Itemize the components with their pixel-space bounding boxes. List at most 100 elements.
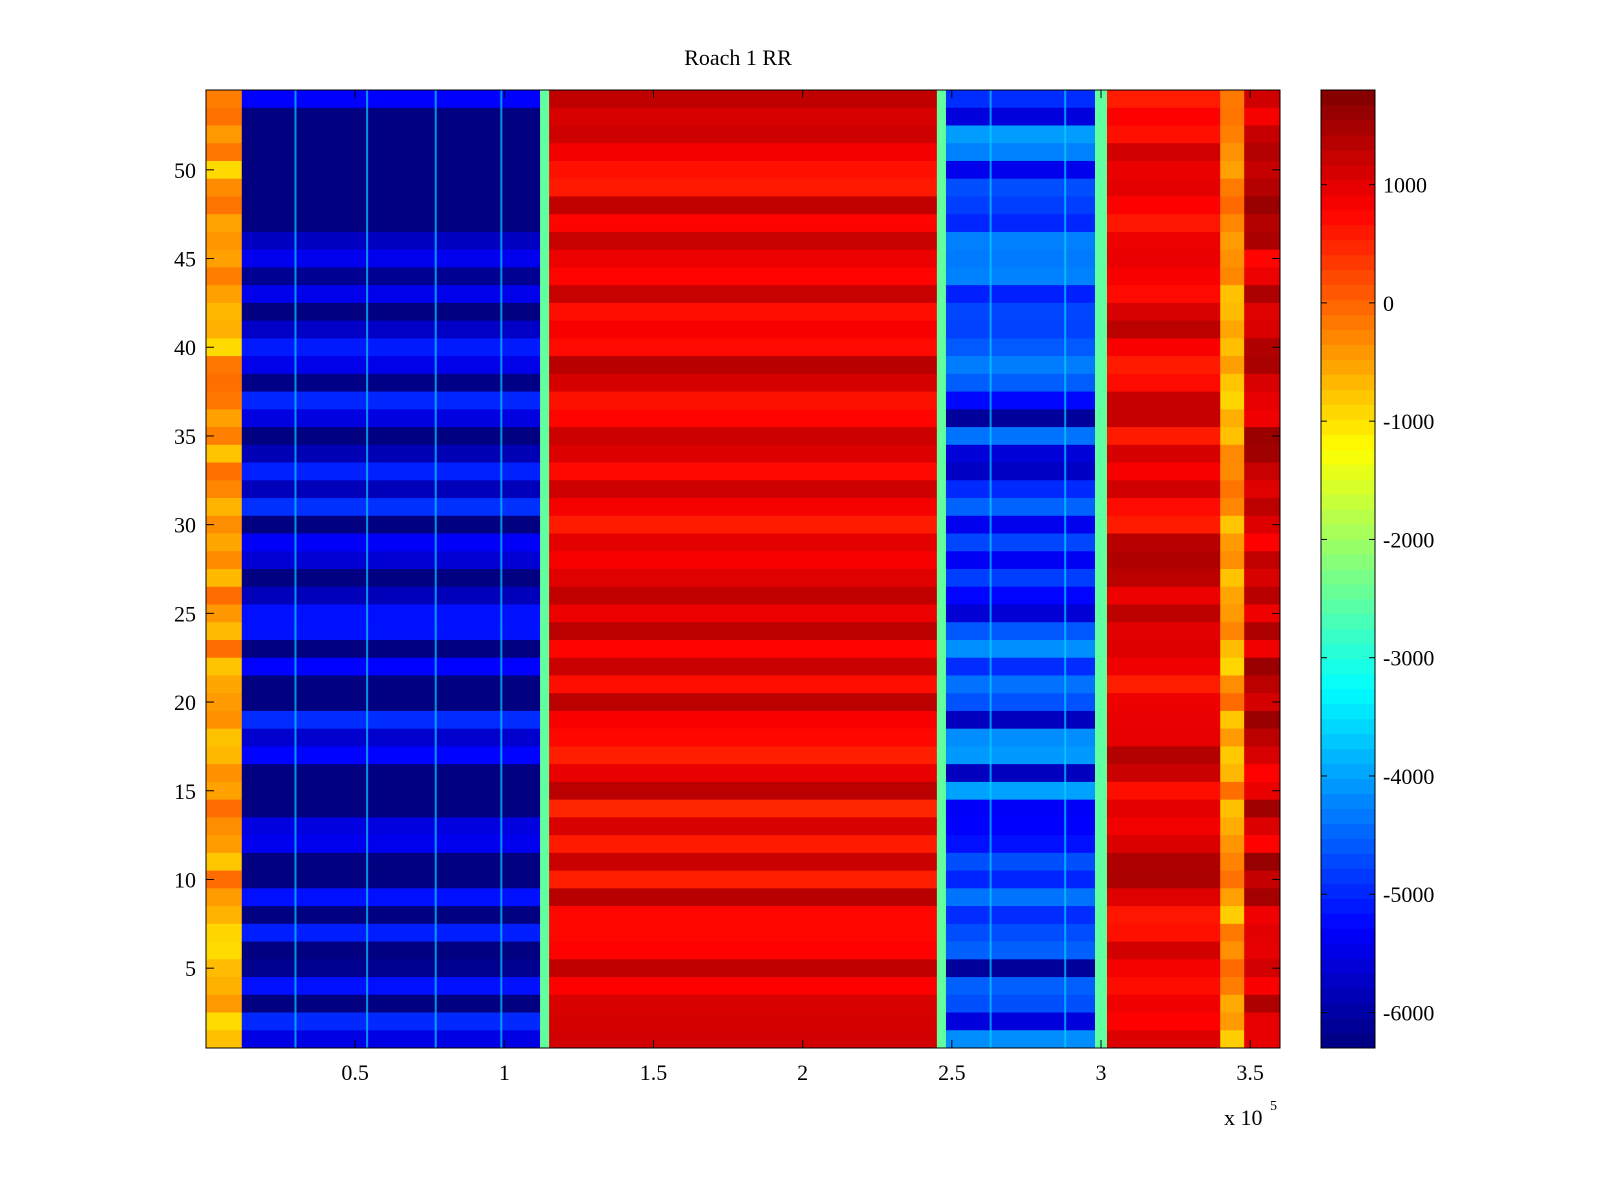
heatmap-cell [1106, 1030, 1221, 1049]
colorbar-ticks: 1000 0 -1000 -2000 -3000 -4000 -5000 -6000 [1321, 173, 1434, 1026]
heatmap-cell [1220, 639, 1245, 659]
heatmap-cell [241, 462, 541, 481]
heatmap-cell [1244, 356, 1280, 375]
heatmap-cell [1106, 764, 1221, 783]
heatmap-cell [241, 764, 541, 783]
heatmap-cell [945, 178, 1096, 197]
heatmap-cell [241, 728, 541, 747]
heatmap-cell [1244, 799, 1280, 818]
heatmap-cell [1220, 427, 1245, 446]
heatmap-cell [241, 994, 541, 1013]
heatmap-cell [1244, 835, 1280, 854]
heatmap-cell [1220, 923, 1245, 942]
heatmap-cell [1244, 728, 1280, 747]
heatmap-cell [549, 569, 937, 588]
heatmap-cell [549, 107, 937, 126]
colorbar-level [1321, 404, 1375, 420]
heatmap-cell [206, 409, 242, 428]
y-tick-label: 50 [174, 158, 196, 183]
heatmap-cell [1244, 852, 1280, 871]
heatmap-cell [241, 515, 541, 534]
y-tick-label: 40 [174, 335, 196, 360]
heatmap-cell [945, 462, 1096, 481]
heatmap-cell [241, 888, 541, 907]
heatmap-cell [945, 639, 1096, 659]
heatmap-cell [945, 515, 1096, 534]
heatmap-band-edge [1095, 90, 1107, 1048]
heatmap-cell [1220, 622, 1245, 641]
colorbar-level [1321, 673, 1375, 690]
heatmap-cell [206, 444, 242, 463]
heatmap-cell [241, 249, 541, 268]
heatmap-cell [549, 444, 937, 463]
heatmap-cell [549, 533, 937, 552]
heatmap-cell [1106, 817, 1221, 836]
heatmap-cell [549, 143, 937, 162]
colorbar-level [1321, 808, 1375, 824]
heatmap-cell [1220, 604, 1245, 623]
heatmap-cell [945, 196, 1096, 215]
heatmap-cell [1244, 107, 1280, 126]
heatmap-cell [1244, 373, 1280, 392]
heatmap-cell [241, 444, 541, 463]
colorbar-level [1321, 748, 1375, 765]
heatmap-cell [945, 835, 1096, 854]
heatmap-cell [1220, 569, 1245, 588]
colorbar-level [1321, 194, 1375, 211]
y-tick-label: 15 [174, 779, 196, 804]
colorbar-level [1321, 389, 1375, 405]
heatmap-cell [1220, 657, 1245, 676]
heatmap-cell [241, 551, 541, 570]
heatmap-cell [1244, 427, 1280, 446]
colorbar-level [1321, 344, 1375, 360]
heatmap-cell [1244, 657, 1280, 676]
heatmap-cell [945, 480, 1096, 499]
heatmap-cell [549, 515, 937, 534]
heatmap-cell [945, 231, 1096, 251]
colorbar-level [1321, 973, 1375, 989]
heatmap-cell [1244, 444, 1280, 463]
heatmap-cell [1220, 302, 1245, 322]
heatmap-cell [241, 320, 541, 339]
heatmap-cell [1220, 107, 1245, 126]
heatmap-cell [1220, 90, 1245, 109]
heatmap-cell [241, 125, 541, 144]
heatmap-cell [945, 125, 1096, 144]
heatmap-cell [945, 817, 1096, 836]
heatmap-cell [1220, 515, 1245, 534]
heatmap-cell [945, 693, 1096, 712]
heatmap-cell [945, 285, 1096, 304]
heatmap-cell [549, 639, 937, 659]
heatmap-plot-area [205, 89, 1281, 1049]
colorbar-level [1321, 988, 1375, 1004]
heatmap-cell [549, 888, 937, 907]
heatmap-cell [1244, 639, 1280, 659]
heatmap-cell [206, 107, 242, 126]
x-multiplier-label: x 10 [1224, 1105, 1263, 1130]
heatmap-cell [1106, 480, 1221, 499]
heatmap-cell [945, 906, 1096, 925]
heatmap-cell [549, 480, 937, 499]
heatmap-cell [241, 160, 541, 180]
heatmap-cell [1106, 569, 1221, 588]
colorbar-tick-label: -4000 [1383, 764, 1434, 789]
heatmap-cell [1220, 852, 1245, 871]
heatmap-cell [1106, 994, 1221, 1013]
colorbar-level [1321, 329, 1375, 345]
heatmap-cell [945, 799, 1096, 818]
heatmap-cell [1220, 888, 1245, 907]
heatmap-cell [1106, 143, 1221, 162]
heatmap-cell [241, 427, 541, 446]
heatmap-cell [1220, 728, 1245, 747]
colorbar-level [1321, 763, 1375, 780]
heatmap-cell [241, 906, 541, 925]
heatmap-cell [945, 994, 1096, 1013]
heatmap-cell [549, 746, 937, 765]
heatmap-cell [1106, 214, 1221, 233]
heatmap-cell [549, 781, 937, 801]
heatmap-cell [1244, 569, 1280, 588]
heatmap-cell [1244, 622, 1280, 641]
heatmap-cell [241, 90, 541, 109]
heatmap-cell [549, 994, 937, 1013]
